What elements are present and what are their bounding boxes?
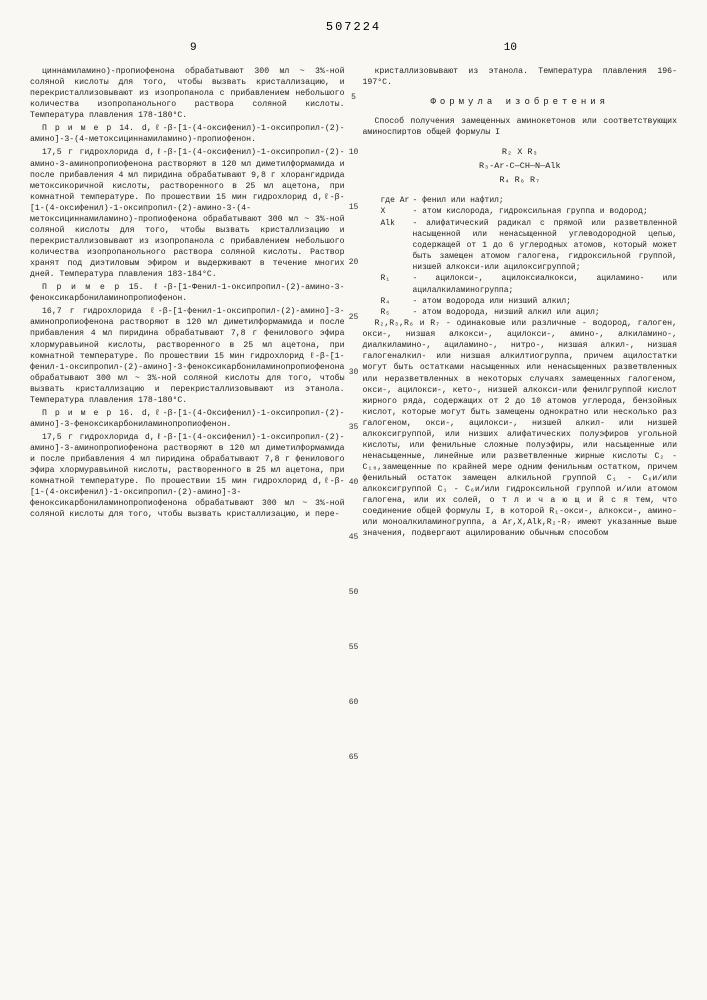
patent-number: 507224 <box>30 20 677 34</box>
chem-line: R₄ R₆ R₇ <box>363 174 678 188</box>
body-paragraph: П р и м е р 16. d,ℓ-β-[1-(4-Оксифенил)-1… <box>30 408 345 430</box>
right-top-paragraph: кристаллизовывают из этанола. Температур… <box>363 66 678 88</box>
where-row: R₄- атом водорода или низший алкил; <box>381 296 678 307</box>
where-key: где Ar <box>381 195 413 206</box>
where-key: R₁ <box>381 273 413 295</box>
where-value: - атом водорода, низший алкил или ацил; <box>413 307 678 318</box>
body-paragraph: R₂,R₃,R₆ и R₇ - одинаковые или различные… <box>363 318 678 539</box>
body-paragraph: 16,7 г гидрохлорида ℓ-β-[1-фенил-1-оксип… <box>30 306 345 406</box>
where-key: R₅ <box>381 307 413 318</box>
line-marker: 60 <box>344 675 364 730</box>
chem-line: R₂ X R₃ <box>363 146 678 160</box>
line-number-gutter: 5101520253035404550556065 <box>344 70 364 785</box>
right-column: кристаллизовывают из этанола. Температур… <box>363 66 678 541</box>
page-num-left: 9 <box>190 42 197 54</box>
line-marker: 55 <box>344 620 364 675</box>
chem-line: R₃-Ar-C—CH—N—Alk <box>363 160 678 174</box>
where-key: Alk <box>381 218 413 274</box>
page-number-row: 9 10 <box>30 42 677 54</box>
body-paragraph: П р и м е р 15. ℓ-β-[1-Фенил-1-оксипропи… <box>30 282 345 304</box>
formula-heading: Формула изобретения <box>363 96 678 108</box>
where-key: R₄ <box>381 296 413 307</box>
line-marker: 65 <box>344 730 364 785</box>
line-marker: 10 <box>344 125 364 180</box>
where-value: - алифатический радикал с прямой или раз… <box>413 218 678 274</box>
body-paragraph: 17,5 г гидрохлорида d,ℓ-β-[1-(4-оксифени… <box>30 147 345 280</box>
claim-intro: Способ получения замещенных аминокетонов… <box>363 116 678 138</box>
chemical-formula: R₂ X R₃R₃-Ar-C—CH—N—AlkR₄ R₆ R₇ <box>363 146 678 187</box>
line-marker: 25 <box>344 290 364 345</box>
where-row: где Ar- фенил или нафтил; <box>381 195 678 206</box>
line-marker: 45 <box>344 510 364 565</box>
left-column: циннамиламино)-пропиофенона обрабатывают… <box>30 66 345 541</box>
where-value: - ацилокси-, ацилоксиалкокси, ациламино-… <box>413 273 678 295</box>
line-marker: 35 <box>344 400 364 455</box>
where-row: X- атом кислорода, гидроксильная группа … <box>381 206 678 217</box>
document-page: 507224 9 10 5101520253035404550556065 ци… <box>0 0 707 1000</box>
body-paragraph: циннамиламино)-пропиофенона обрабатывают… <box>30 66 345 121</box>
line-marker: 5 <box>344 70 364 125</box>
line-marker: 50 <box>344 565 364 620</box>
where-row: R₁- ацилокси-, ацилоксиалкокси, ациламин… <box>381 273 678 295</box>
where-value: - атом кислорода, гидроксильная группа и… <box>413 206 678 217</box>
where-value: - атом водорода или низший алкил; <box>413 296 678 307</box>
right-tail-text: R₂,R₃,R₆ и R₇ - одинаковые или различные… <box>363 318 678 539</box>
where-value: - фенил или нафтил; <box>413 195 678 206</box>
where-row: Alk- алифатический радикал с прямой или … <box>381 218 678 274</box>
line-marker: 30 <box>344 345 364 400</box>
where-key: X <box>381 206 413 217</box>
line-marker: 20 <box>344 235 364 290</box>
where-definitions: где Ar- фенил или нафтил;X- атом кислоро… <box>381 195 678 318</box>
body-paragraph: 17,5 г гидрохлорида d,ℓ-β-[1-(4-оксифени… <box>30 432 345 521</box>
line-marker: 15 <box>344 180 364 235</box>
body-paragraph: П р и м е р 14. d,ℓ-β-[1-(4-оксифенил)-1… <box>30 123 345 145</box>
where-row: R₅- атом водорода, низший алкил или ацил… <box>381 307 678 318</box>
line-marker: 40 <box>344 455 364 510</box>
page-num-right: 10 <box>504 42 517 54</box>
